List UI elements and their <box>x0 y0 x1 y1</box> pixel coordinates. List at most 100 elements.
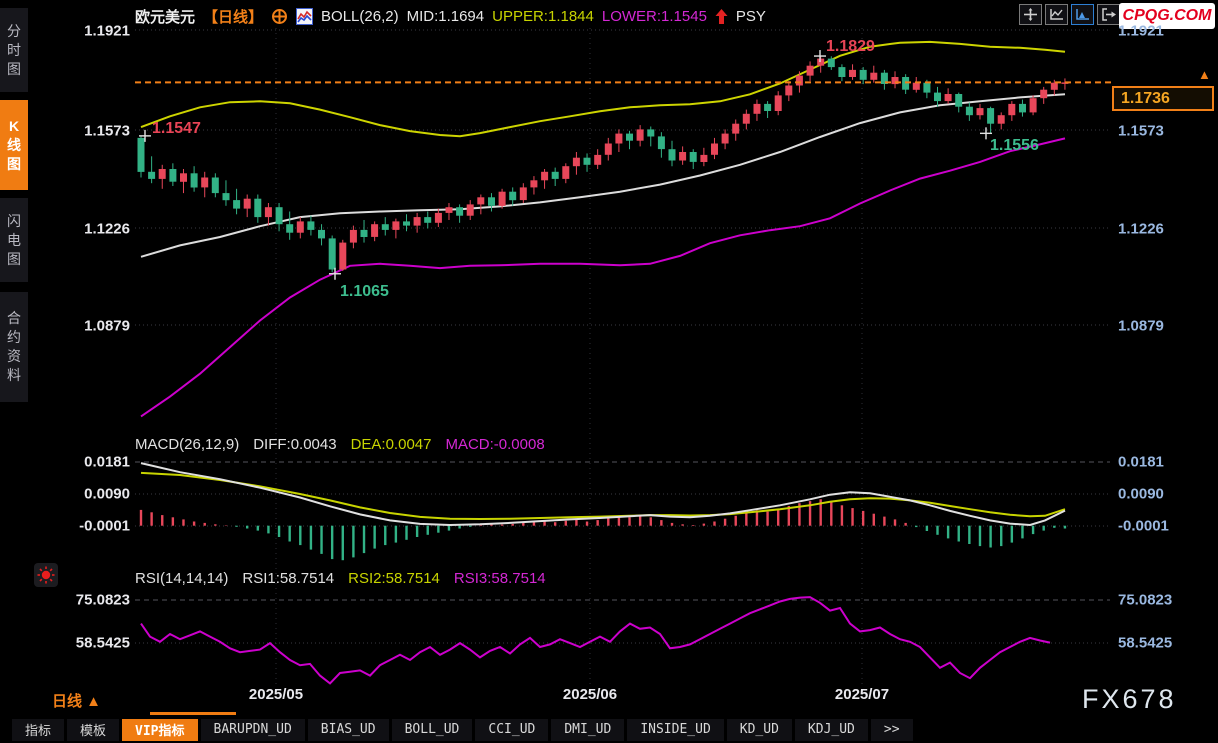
tab-[interactable]: 模板 <box>67 718 120 741</box>
candle-body <box>445 207 453 213</box>
candle-body <box>934 92 941 102</box>
tab-bias_ud[interactable]: BIAS_UD <box>307 718 389 741</box>
candle-body <box>594 154 602 165</box>
macd-tick-left: 0.0090 <box>84 485 130 503</box>
candle-body <box>392 221 400 230</box>
series-line <box>140 596 1051 685</box>
tab-boll_ud[interactable]: BOLL_UD <box>391 718 473 741</box>
candle-body <box>180 173 187 182</box>
chart-header: 欧元美元 【日线】 BOLL(26,2) MID:1.1694 UPPER:1.… <box>135 6 766 27</box>
alert-icon[interactable] <box>34 563 58 587</box>
psy-label: PSY <box>735 8 766 25</box>
candle-body <box>498 191 506 206</box>
current-price-value: 1.1736 <box>1121 89 1170 107</box>
sidebar-item-char: 图 <box>7 250 21 267</box>
price-tick-left: 1.1573 <box>84 122 130 140</box>
price-tick-right: 1.1921 <box>1118 22 1164 40</box>
target-icon[interactable] <box>271 8 288 25</box>
sidebar-item-3[interactable]: 合约资料 <box>0 292 28 402</box>
candle-body <box>923 82 931 93</box>
candle-body <box>137 137 145 172</box>
price-annotation: 1.1829 <box>826 38 875 55</box>
price-annotation: 1.1547 <box>152 120 201 137</box>
exit-chart-icon[interactable] <box>1097 4 1120 25</box>
tab-vip[interactable]: VIP指标 <box>122 718 198 741</box>
tab-kdj_ud[interactable]: KDJ_UD <box>794 718 868 741</box>
rsi-tick-right: 75.0823 <box>1118 591 1173 609</box>
candle-body <box>190 173 198 188</box>
sidebar-item-char: 分 <box>7 22 21 39</box>
period-tag: 【日线】 <box>203 9 264 26</box>
price-tick-left: 1.1921 <box>84 22 130 40</box>
candle-body <box>912 82 920 90</box>
candle-body <box>572 157 580 167</box>
sidebar-item-char: K <box>8 117 20 134</box>
tab-dmi_ud[interactable]: DMI_UD <box>551 718 625 741</box>
tab-cci_ud[interactable]: CCI_UD <box>475 718 549 741</box>
candle-body <box>827 58 835 68</box>
candle-body <box>413 217 421 226</box>
series-line <box>140 137 1066 418</box>
candle-body <box>668 149 676 161</box>
up-arrow-icon <box>715 8 728 24</box>
candle-body <box>689 152 697 162</box>
candle-body <box>562 166 570 179</box>
macd-tick-left: -0.0001 <box>79 517 130 535</box>
price-annotation: 1.1556 <box>990 137 1039 154</box>
tab-barupdn_ud[interactable]: BARUPDN_UD <box>200 718 305 741</box>
boll-params: BOLL(26,2) <box>321 8 399 25</box>
price-tick-right: 1.1226 <box>1118 220 1164 238</box>
tab-kd_ud[interactable]: KD_UD <box>726 718 792 741</box>
sidebar-item-char: 闪 <box>7 212 21 229</box>
candle-body <box>987 108 995 124</box>
candle-body <box>211 177 219 194</box>
candle-body <box>434 212 442 223</box>
sidebar-item-char: 合 <box>7 310 21 326</box>
candle-body <box>849 69 856 77</box>
macd-header: MACD(26,12,9) DIFF:0.0043 DEA:0.0047 MAC… <box>135 436 545 453</box>
period-selector[interactable]: 日线 ▲ <box>52 693 102 710</box>
sidebar-item-2[interactable]: 闪电图 <box>0 198 28 282</box>
symbol-name: 欧元美元 <box>135 9 196 26</box>
pan-tool-icon[interactable] <box>1019 4 1042 25</box>
candle-body <box>201 177 209 188</box>
candle-body <box>264 207 272 218</box>
scrollbar-thumb[interactable] <box>150 712 236 715</box>
tab-[interactable]: >> <box>870 718 913 741</box>
macd-tick-right: 0.0181 <box>1118 453 1164 471</box>
candle-body <box>1029 98 1037 113</box>
axis-chart-icon[interactable] <box>1045 4 1068 25</box>
candle-body <box>381 224 389 230</box>
candle-body <box>944 94 952 102</box>
tab-inside_ud[interactable]: INSIDE_UD <box>627 718 724 741</box>
price-tick-left: 1.1226 <box>84 220 130 238</box>
rsi-tick-right: 58.5425 <box>1118 634 1173 652</box>
candle-body <box>657 136 665 150</box>
candle-body <box>795 75 803 86</box>
candle-body <box>711 143 718 155</box>
sidebar-item-char: 资 <box>7 348 21 364</box>
candle-body <box>466 204 474 216</box>
mini-chart-icon[interactable] <box>296 8 314 25</box>
sidebar-item-0[interactable]: 分时图 <box>0 8 28 92</box>
candle-body <box>859 69 867 80</box>
candle-body <box>806 65 814 76</box>
rsi-title: RSI(14,14,14) <box>135 570 229 587</box>
axis-chart-active-icon[interactable] <box>1071 4 1094 25</box>
tab-[interactable]: 指标 <box>12 718 65 741</box>
candle-body <box>286 224 294 233</box>
series-line <box>140 40 1066 138</box>
candle-body <box>275 207 283 225</box>
candle-body <box>732 123 740 134</box>
candle-body <box>477 197 485 205</box>
x-axis-label: 2025/05 <box>248 686 304 703</box>
candle-body <box>891 77 899 85</box>
macd-dea-value: DEA:0.0047 <box>350 436 432 453</box>
price-annotation: 1.1065 <box>340 283 389 300</box>
series-line <box>140 462 1066 527</box>
candle-body <box>764 103 772 111</box>
candle-body <box>679 152 687 161</box>
